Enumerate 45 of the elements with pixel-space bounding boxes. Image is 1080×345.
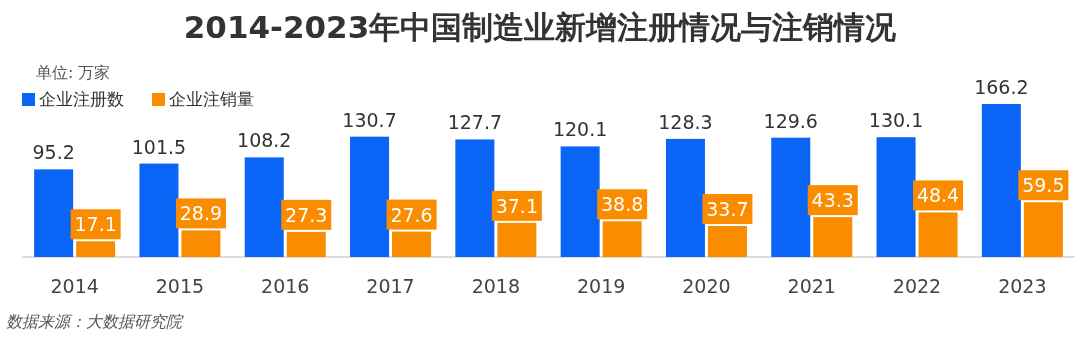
bar xyxy=(665,138,705,257)
x-tick-label: 2019 xyxy=(576,275,626,297)
legend-label: 企业注销量 xyxy=(169,89,254,109)
data-label: 27.3 xyxy=(285,203,328,226)
data-label: 59.5 xyxy=(1022,174,1065,197)
data-label: 48.4 xyxy=(916,184,960,207)
x-tick-label: 2023 xyxy=(998,275,1047,297)
data-label: 37.1 xyxy=(495,194,539,217)
x-tick-label: 2014 xyxy=(50,275,99,297)
data-label: 130.7 xyxy=(342,108,397,131)
bar xyxy=(560,146,600,257)
x-tick-label: 2021 xyxy=(787,275,836,297)
x-tick-label: 2017 xyxy=(366,275,415,297)
data-label: 95.2 xyxy=(32,141,75,164)
source-note: 数据来源：大数据研究院 xyxy=(6,312,184,331)
bar xyxy=(771,137,811,257)
bar xyxy=(139,163,179,257)
bar xyxy=(455,139,495,257)
data-label: 43.3 xyxy=(811,189,854,212)
x-tick-label: 2018 xyxy=(471,275,521,297)
legend-label: 企业注册数 xyxy=(39,89,124,109)
bar xyxy=(350,136,390,257)
x-tick-label: 2015 xyxy=(155,275,205,297)
data-label: 130.1 xyxy=(868,109,924,132)
data-label: 38.8 xyxy=(600,193,644,216)
chart-title: 2014-2023年中国制造业新增注册情况与注销情况 xyxy=(183,9,898,45)
bar xyxy=(981,104,1021,257)
data-label: 27.6 xyxy=(390,203,433,226)
data-label: 120.1 xyxy=(552,118,608,141)
bar xyxy=(34,169,74,257)
data-label: 28.9 xyxy=(179,202,223,225)
data-label: 33.7 xyxy=(706,197,749,220)
data-label: 127.7 xyxy=(447,111,503,134)
bar xyxy=(244,157,284,257)
data-label: 108.2 xyxy=(237,129,292,152)
data-label: 166.2 xyxy=(974,76,1029,98)
x-tick-label: 2016 xyxy=(261,275,310,297)
x-tick-label: 2020 xyxy=(682,275,731,297)
data-label: 17.1 xyxy=(74,213,117,236)
data-label: 129.6 xyxy=(763,109,818,132)
x-tick-label: 2022 xyxy=(892,275,942,297)
bar xyxy=(876,137,916,257)
text: 单位: 万家 xyxy=(36,63,111,82)
data-label: 101.5 xyxy=(131,135,187,158)
data-label: 128.3 xyxy=(658,110,713,133)
